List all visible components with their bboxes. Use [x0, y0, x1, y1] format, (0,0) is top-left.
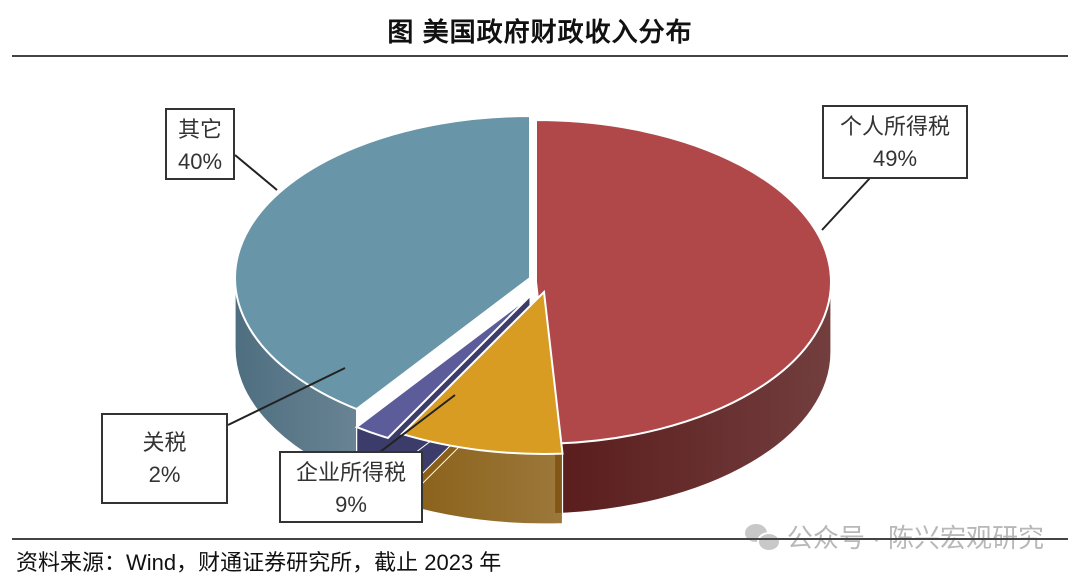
pie-slice-2: [354, 295, 531, 440]
watermark-text: 公众号 · 陈兴宏观研究: [786, 523, 1044, 553]
pie-slice-0: [535, 118, 832, 445]
slice-label: 关税: [142, 430, 187, 455]
leader-line-other: [234, 154, 278, 191]
watermark: 公众号 · 陈兴宏观研究: [744, 518, 1044, 555]
slice-value: 9%: [335, 492, 367, 517]
slice-label: 其它: [177, 117, 222, 142]
callout-tariff: 关税 2%: [101, 413, 228, 504]
callout-corporate-income-tax: 企业所得税 9%: [279, 451, 423, 523]
pie-slice-3: [234, 114, 531, 411]
slice-label: 企业所得税: [295, 460, 406, 485]
slice-value: 40%: [177, 149, 223, 174]
wechat-icon: [744, 523, 781, 552]
slice-label: 个人所得税: [839, 114, 950, 139]
leader-line-corporate-income-tax: [379, 394, 456, 453]
pie-slice-1: [399, 289, 564, 455]
callout-other: 其它 40%: [165, 108, 235, 180]
slice-value: 2%: [148, 462, 181, 487]
leader-line-personal-income-tax: [821, 177, 871, 231]
chart-title: 图 美国政府财政收入分布: [387, 17, 693, 47]
title-divider: [12, 55, 1068, 57]
leader-line-tariff: [227, 367, 346, 426]
footer-divider: [12, 538, 1068, 540]
callout-personal-income-tax: 个人所得税 49%: [822, 105, 968, 179]
slice-value: 49%: [872, 146, 918, 171]
source-note: 资料来源：Wind，财通证券研究所，截止 2023 年: [16, 550, 502, 575]
